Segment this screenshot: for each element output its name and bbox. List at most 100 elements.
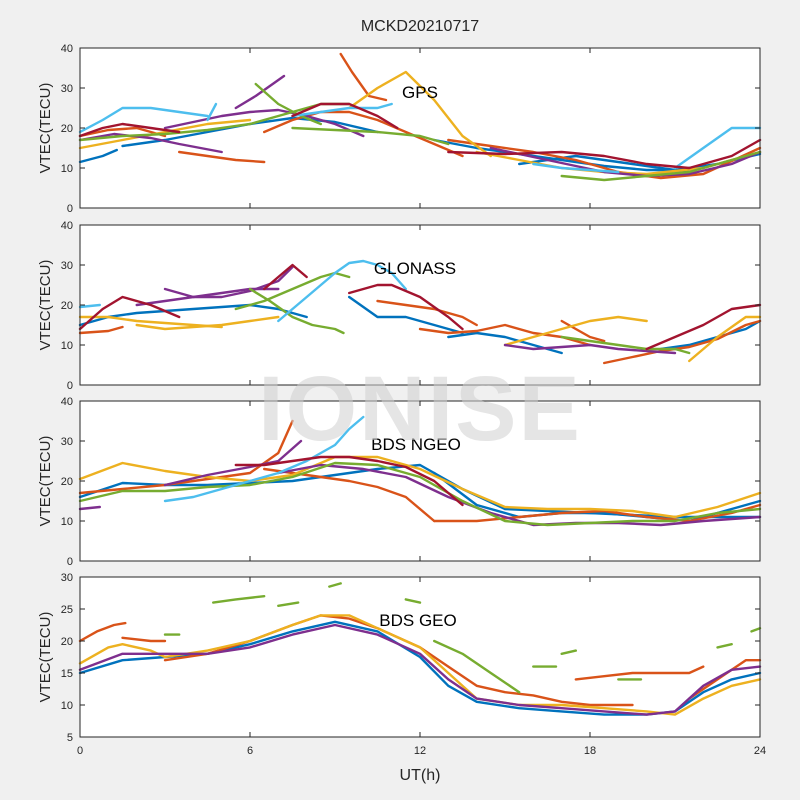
y-tick-label-2-1: 0: [67, 380, 73, 392]
series-line-3-6: [78, 455, 762, 519]
series-line-2-17: [234, 271, 351, 311]
x-tick-label-1: 0: [77, 745, 83, 757]
series-line-2-11: [135, 315, 280, 331]
series-line-1-24: [532, 162, 620, 174]
panel-1: 0 10 20 30 40 VTEC(TECU) GPS: [37, 43, 762, 215]
panel-4: 5 10 15 20 25 30 0 6 12 18 24 VTEC(TECU) BDS GEO: [37, 572, 766, 757]
panel-label-1: GPS: [402, 83, 438, 102]
series-line-1-28: [447, 138, 762, 170]
series-line-2-1: [78, 303, 308, 327]
y-tick-label-3-1: 0: [67, 556, 73, 568]
panel-label-2: GLONASS: [374, 259, 456, 278]
series-line-1-17: [254, 82, 322, 126]
series-line-3-7: [78, 505, 102, 511]
series-line-4-17: [560, 649, 577, 655]
series-line-1-21: [78, 106, 209, 134]
series-line-2-5: [78, 325, 124, 335]
series-line-1-1: [78, 148, 119, 164]
y-tick-label-3-4: 30: [61, 436, 73, 448]
series-line-4-11: [211, 595, 266, 604]
plot-area-2: [80, 225, 760, 385]
series-line-4-2: [78, 621, 127, 643]
y-tick-label-3-2: 10: [61, 516, 73, 528]
y-axis-label-1: VTEC(TECU): [37, 83, 54, 174]
series-line-4-8: [163, 614, 762, 716]
series-line-1-8: [263, 110, 464, 158]
series-line-2-10: [78, 315, 223, 329]
y-tick-label-1-5: 40: [61, 43, 73, 55]
y-tick-label-1-1: 0: [67, 203, 73, 215]
series-line-3-1: [78, 463, 762, 519]
y-axis-label-3: VTEC(TECU): [37, 436, 54, 527]
series-line-1-13: [78, 132, 223, 154]
series-line-2-8: [560, 319, 606, 343]
series-line-4-20: [750, 627, 762, 633]
watermark: IONISE: [258, 358, 582, 460]
series-line-3-11: [163, 415, 365, 503]
series-line-1-15: [163, 108, 365, 138]
y-tick-label-1-4: 30: [61, 83, 73, 95]
series-line-1-26: [78, 122, 181, 138]
series-line-2-23: [263, 263, 308, 291]
figure-title: MCKD20210717: [361, 18, 479, 35]
series-line-2-16: [503, 343, 677, 355]
series-line-2-9: [603, 319, 762, 365]
panel-label-3: BDS NGEO: [371, 435, 461, 454]
series-line-2-6: [376, 299, 478, 327]
series-line-3-3: [78, 419, 294, 495]
series-line-2-13: [688, 315, 762, 363]
y-tick-label-3-5: 40: [61, 396, 73, 408]
series-line-2-20: [78, 303, 102, 309]
series-line-2-22: [78, 295, 181, 331]
series-line-2-18: [248, 287, 345, 335]
series-line-1-22: [206, 102, 218, 122]
series-line-3-9: [277, 463, 762, 527]
y-tick-label-4-1: 5: [67, 732, 73, 744]
x-tick-label-5: 24: [754, 745, 766, 757]
series-line-3-12: [234, 455, 464, 507]
y-tick-label-4-4: 20: [61, 636, 73, 648]
series-line-1-27: [291, 102, 399, 130]
y-tick-label-4-6: 30: [61, 572, 73, 584]
y-tick-label-4-2: 10: [61, 700, 73, 712]
y-tick-label-3-3: 20: [61, 476, 73, 488]
panel-label-4: BDS GEO: [379, 611, 456, 630]
series-line-3-8: [163, 439, 303, 487]
y-tick-label-4-3: 15: [61, 668, 73, 680]
series-line-1-11: [348, 70, 492, 158]
series-line-1-20: [560, 150, 762, 182]
series-line-2-2: [348, 295, 464, 335]
panel-3: 0 10 20 30 40 VTEC(TECU) BDS NGEO: [37, 396, 762, 568]
panels-group: 0 10 20 30 40 VTEC(TECU) GPS 0 10 20 30 40 VTEC(TECU…: [37, 43, 766, 757]
series-line-4-12: [277, 601, 300, 607]
x-tick-label-4: 18: [584, 745, 596, 757]
series-line-2-25: [645, 303, 762, 351]
y-axis-label-4: VTEC(TECU): [37, 612, 54, 703]
series-line-4-3: [121, 636, 167, 643]
series-line-3-10: [78, 461, 762, 527]
series-line-1-3: [433, 138, 762, 172]
y-tick-label-4-5: 25: [61, 604, 73, 616]
y-tick-label-1-3: 20: [61, 123, 73, 135]
series-line-2-12: [503, 315, 648, 347]
series-line-2-24: [348, 283, 464, 331]
series-line-1-5: [339, 52, 388, 102]
series-line-1-25: [673, 126, 762, 170]
series-line-1-10: [78, 118, 252, 150]
series-line-3-5: [433, 503, 762, 523]
x-tick-label-2: 6: [247, 745, 253, 757]
series-line-4-9: [78, 623, 762, 716]
series-line-2-15: [135, 287, 280, 307]
plot-area-1: [80, 48, 760, 208]
series-line-2-14: [163, 265, 294, 299]
series-line-1-9: [447, 138, 762, 180]
series-line-1-7: [177, 150, 266, 164]
series-line-1-6: [78, 126, 167, 138]
y-tick-label-2-4: 30: [61, 260, 73, 272]
y-tick-label-1-2: 10: [61, 163, 73, 175]
series-line-3-4: [263, 467, 436, 523]
y-axis-label-2: VTEC(TECU): [37, 260, 54, 351]
series-line-1-23: [291, 102, 393, 118]
series-line-4-13: [328, 582, 342, 588]
